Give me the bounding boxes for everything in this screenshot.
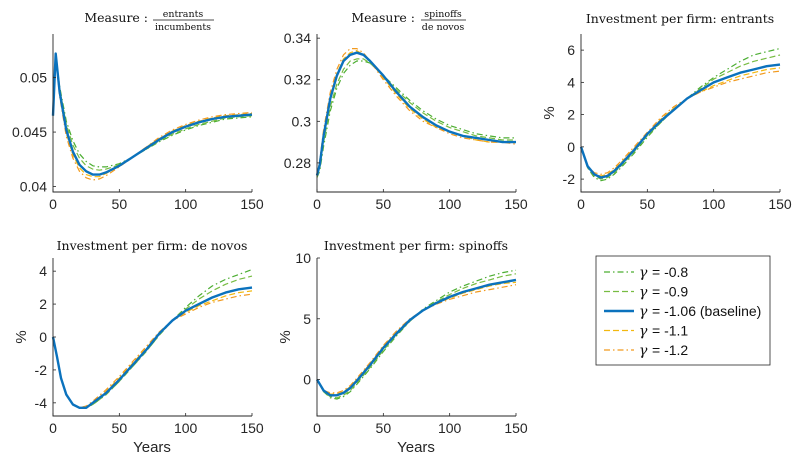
panel-4-xtick-label: 50 xyxy=(112,420,128,436)
panel-5-ytick-label: 0 xyxy=(303,372,311,388)
panel-5-xtick-label: 0 xyxy=(313,420,321,436)
panel-2-xtick-label: 50 xyxy=(376,196,392,212)
panel-4-ytick-label: 4 xyxy=(39,263,47,279)
panel-1-ytick-label: 0.04 xyxy=(20,179,47,195)
panel-3-xtick-label: 50 xyxy=(640,196,656,212)
panel-1-title-numerator: entrants xyxy=(163,9,204,20)
panel-5-series-5-line xyxy=(316,284,517,394)
panel-2-title-denominator: de novos xyxy=(422,22,465,33)
panel-3-title: Investment per firm: entrants xyxy=(586,11,774,26)
panel-4-ytick-label: -4 xyxy=(35,395,48,411)
panel-4-ylabel: % xyxy=(13,330,30,343)
panel-1-xtick-label: 50 xyxy=(112,196,128,212)
panel-5-ytick-label: 5 xyxy=(303,311,311,327)
panel-1-plot-area xyxy=(53,34,252,192)
panel-3-ytick-label: 0 xyxy=(567,139,575,155)
legend-symbol-1: γ xyxy=(639,265,648,281)
panel-4-title: Investment per firm: de novos xyxy=(57,238,248,253)
panel-1-xtick-label: 0 xyxy=(49,196,57,212)
panel-5-series-3-line xyxy=(315,278,517,397)
panel-2-title-text: Measure : xyxy=(351,10,415,25)
panel-3-series-2-line xyxy=(580,54,781,180)
panel-2-series-3-line xyxy=(315,51,516,176)
panel-5-ylabel: % xyxy=(277,330,294,343)
legend-label-3: = -1.06 (baseline) xyxy=(652,303,761,319)
panel-3-xtick-label: 100 xyxy=(702,196,726,212)
panel-5-series-1-line xyxy=(316,269,517,400)
panel-2-title: Measure : spinoffs de novos xyxy=(351,9,466,33)
panel-5-series-2-line xyxy=(316,273,517,399)
panel-3-xtick-label: 0 xyxy=(577,196,585,212)
legend: γ = -0.8γ = -0.9γ = -1.06 (baseline)γ = -1.1… xyxy=(595,255,771,366)
panel-5-xtick-label: 150 xyxy=(504,420,528,436)
panel-4-series-5-line xyxy=(52,293,253,409)
panel-investment-entrants: Investment per firm: entrants % 0 50 100 15… xyxy=(541,11,792,212)
panel-5-xtick-label: 100 xyxy=(438,420,462,436)
panel-4-ytick-label: -2 xyxy=(35,362,48,378)
panel-1-series-3-line xyxy=(51,52,253,176)
panel-3-series-4-line xyxy=(580,67,781,177)
panel-investment-denovos: Investment per firm: de novos % Years 0 5… xyxy=(13,238,264,456)
panel-4-series-3-line xyxy=(51,286,253,409)
panel-spinoffs-denovos: Measure : spinoffs de novos 0 50 100 150 0.2… xyxy=(284,9,528,212)
panel-5-xlabel: Years xyxy=(397,439,435,456)
panel-3-ytick-label: 2 xyxy=(567,107,575,123)
panel-5-xtick-label: 50 xyxy=(376,420,392,436)
panel-1-title-denominator: incumbents xyxy=(155,22,211,33)
legend-symbol-2: γ xyxy=(639,285,648,301)
panel-1-xtick-label: 150 xyxy=(240,196,264,212)
legend-label-1: = -0.8 xyxy=(652,264,688,280)
panel-2-series-4-line xyxy=(316,49,516,176)
panel-3-series-5-line xyxy=(580,70,781,175)
legend-label-5: = -1.2 xyxy=(652,342,688,358)
panel-investment-spinoffs: Investment per firm: spinoffs % Years 0 5… xyxy=(277,238,528,456)
panel-3-ytick-label: 6 xyxy=(567,42,575,58)
panel-2-ytick-label: 0.28 xyxy=(284,155,311,171)
legend-label-2: = -0.9 xyxy=(652,284,688,300)
panel-2-xtick-label: 150 xyxy=(504,196,528,212)
panel-3-xtick-label: 150 xyxy=(768,196,792,212)
panel-4-xlabel: Years xyxy=(133,439,171,456)
panel-3-plot-area xyxy=(581,34,780,192)
panel-4-plot-area xyxy=(53,258,252,416)
panel-4-ytick-label: 2 xyxy=(39,296,47,312)
panel-1-title: Measure : entrants incumbents xyxy=(84,9,214,33)
panel-5-plot-area xyxy=(317,258,516,416)
panel-2-ytick-label: 0.3 xyxy=(292,113,312,129)
panel-5-title: Investment per firm: spinoffs xyxy=(324,238,508,253)
panel-3-ylabel: % xyxy=(541,106,558,119)
panel-3-ytick-label: 4 xyxy=(567,74,575,90)
panel-4-xtick-label: 100 xyxy=(174,420,198,436)
legend-symbol-5: γ xyxy=(639,343,648,359)
legend-symbol-4: γ xyxy=(639,324,648,340)
panel-2-xtick-label: 0 xyxy=(313,196,321,212)
panel-1-title-text: Measure : xyxy=(84,10,148,25)
panel-5-ytick-label: 10 xyxy=(295,250,311,266)
panel-3-series-3-line xyxy=(579,63,781,179)
panel-4-ytick-label: 0 xyxy=(39,329,47,345)
panel-4-xtick-label: 0 xyxy=(49,420,57,436)
panel-4-xtick-label: 150 xyxy=(240,420,264,436)
panel-2-xtick-label: 100 xyxy=(438,196,462,212)
panel-2-series-5-line xyxy=(316,47,517,176)
panel-2-ytick-label: 0.32 xyxy=(284,72,311,88)
panel-1-series-1-line xyxy=(52,55,253,168)
panel-1-xtick-label: 100 xyxy=(174,196,198,212)
panel-1-ytick-label: 0.05 xyxy=(20,70,47,86)
panel-1-series-5-line xyxy=(52,54,253,181)
panel-2-title-numerator: spinoffs xyxy=(424,9,462,20)
panel-1-ytick-label: 0.045 xyxy=(12,124,47,140)
panel-entrants-incumbents: Measure : entrants incumbents 0 50 100 150 0… xyxy=(12,9,264,212)
legend-label-4: = -1.1 xyxy=(652,323,688,339)
panel-2-ytick-label: 0.34 xyxy=(284,30,311,46)
panel-3-ytick-label: -2 xyxy=(563,171,576,187)
legend-symbol-3: γ xyxy=(639,304,648,320)
